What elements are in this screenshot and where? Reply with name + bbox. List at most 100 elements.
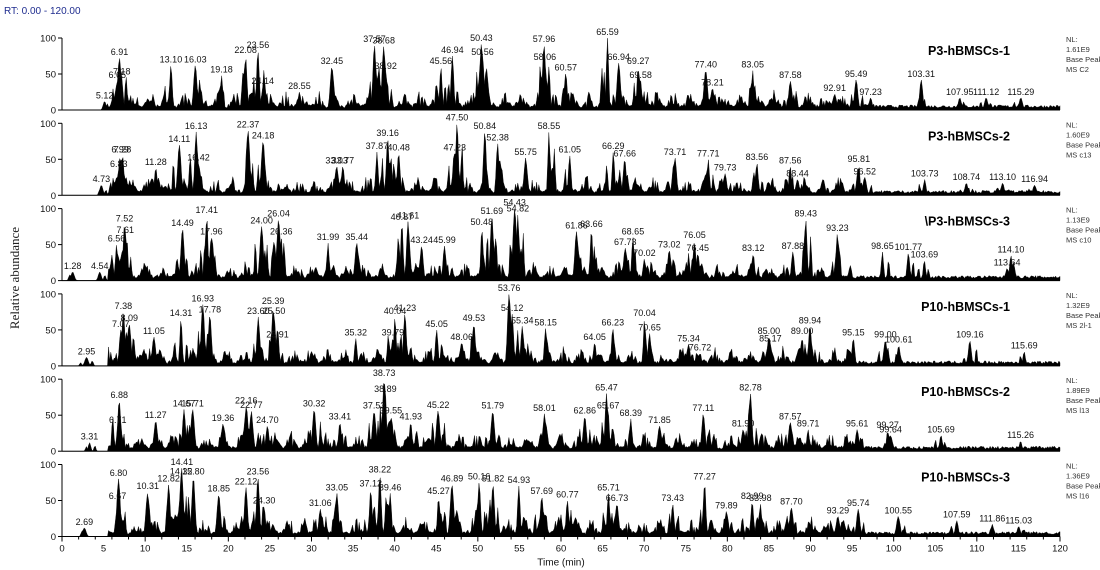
peak-label: 22.16 [235,396,258,406]
peak-label: 60.77 [556,490,579,500]
y-tick-label: 50 [45,240,56,251]
x-tick-label: 15 [181,544,192,555]
peak-label: 6.99 [111,145,129,155]
panel-info: MS l16 [1066,492,1089,501]
peak-label: 35.32 [344,328,367,338]
peak-label: 66.94 [607,52,630,62]
peak-label: 4.73 [93,174,111,184]
peak-label: 111.12 [973,87,999,97]
peak-label: 39.79 [382,328,405,338]
chromatogram-trace [62,124,1061,196]
peak-label: 37.57 [363,34,386,44]
x-tick-label: 10 [140,544,151,555]
peak-label: 61.05 [558,145,581,155]
peak-label: 17.41 [196,205,219,215]
peak-label: 7.61 [117,225,135,235]
peak-label: 58.01 [533,403,556,413]
panel-info: MS C2 [1066,65,1089,74]
x-tick-label: 5 [101,544,106,555]
peak-label: 40.48 [387,143,410,153]
peak-label: 92.91 [823,83,846,93]
peak-label: 77.71 [697,148,720,158]
peak-label: 83.56 [746,152,769,162]
peak-label: 51.79 [481,401,504,411]
peak-label: 50.48 [471,217,494,227]
panel-info: NL: [1066,462,1078,471]
peak-label: 17.96 [200,226,223,236]
peak-label: 66.73 [606,493,629,503]
panel-info: Base Peak [1066,226,1100,235]
peak-label: 95.49 [845,69,868,79]
peak-label: 114.10 [998,244,1025,254]
x-tick-label: 85 [764,544,775,555]
peak-label: 50.16 [468,472,491,482]
peak-label: 113.64 [994,257,1021,267]
peak-label: 97.23 [859,87,882,97]
peak-label: 6.65 [109,70,127,80]
panel-info: NL: [1066,376,1078,385]
peak-label: 98.65 [871,241,894,251]
x-tick-label: 120 [1052,544,1068,555]
peak-label: 109.16 [956,330,984,340]
peak-label: 25.39 [262,296,285,306]
peak-label: 37.87 [366,141,389,151]
panel-info: Base Peak [1066,55,1100,64]
peak-label: 45.56 [430,56,453,66]
peak-label: 24.70 [256,415,279,425]
peak-label: 38.89 [374,384,397,394]
peak-label: 31.99 [317,232,340,242]
peak-label: 103.69 [911,249,939,259]
peak-label: 6.88 [110,390,128,400]
x-tick-label: 60 [556,544,567,555]
peak-label: 82.99 [741,491,764,501]
peak-label: 66.23 [602,317,625,327]
peak-label: 45.99 [433,235,456,245]
y-tick-label: 100 [40,289,56,300]
peak-label: 87.70 [780,497,803,507]
peak-label: 66.29 [602,141,625,151]
x-tick-label: 80 [722,544,733,555]
peak-label: 13.10 [160,54,183,64]
peak-label: 6.71 [109,415,127,425]
peak-label: 38.73 [373,368,396,378]
peak-label: 16.03 [184,54,207,64]
peak-label: 88.44 [786,168,809,178]
peak-label: 7.07 [112,319,130,329]
peak-label: 11.27 [145,410,167,420]
peak-label: 65.59 [596,27,619,37]
peak-label: 7.52 [116,213,134,223]
peak-label: 3.31 [81,432,99,442]
x-tick-label: 20 [223,544,234,555]
peak-label: 95.81 [848,154,871,164]
peak-label: 2.95 [78,346,96,356]
x-tick-label: 105 [927,544,943,555]
peak-label: 40.04 [384,306,407,316]
peak-label: 22.77 [240,400,263,410]
panel-info: 1.89E9 [1066,386,1090,395]
peak-label: 93.23 [826,223,849,233]
peak-label: 68.39 [620,408,643,418]
panel-info: NL: [1066,291,1078,300]
peak-label: 95.15 [842,328,865,338]
peak-label: 39.55 [380,406,403,416]
peak-label: 40.87 [391,212,414,222]
peak-label: 67.73 [614,237,637,247]
peak-label: 38.92 [374,61,397,71]
peak-label: 115.69 [1011,341,1038,351]
peak-label: 16.42 [187,153,210,163]
peak-label: 39.16 [376,128,399,138]
peak-label: 54.12 [501,303,524,313]
peak-label: 68.65 [622,226,645,236]
peak-label: 89.00 [791,326,814,336]
peak-label: 101.77 [895,242,923,252]
peak-label: 23.56 [247,466,270,476]
peak-label: 46.89 [441,474,464,484]
panel-info: Base Peak [1066,482,1100,491]
panel-info: Base Peak [1066,140,1100,149]
peak-label: 11.05 [143,326,165,336]
rt-range-label: RT: 0.00 - 120.00 [4,6,81,17]
peak-label: 115.26 [1007,430,1034,440]
y-tick-label: 50 [45,325,56,336]
sample-name: P10-hBMSCs-2 [921,385,1010,399]
peak-label: 24.30 [253,495,276,505]
